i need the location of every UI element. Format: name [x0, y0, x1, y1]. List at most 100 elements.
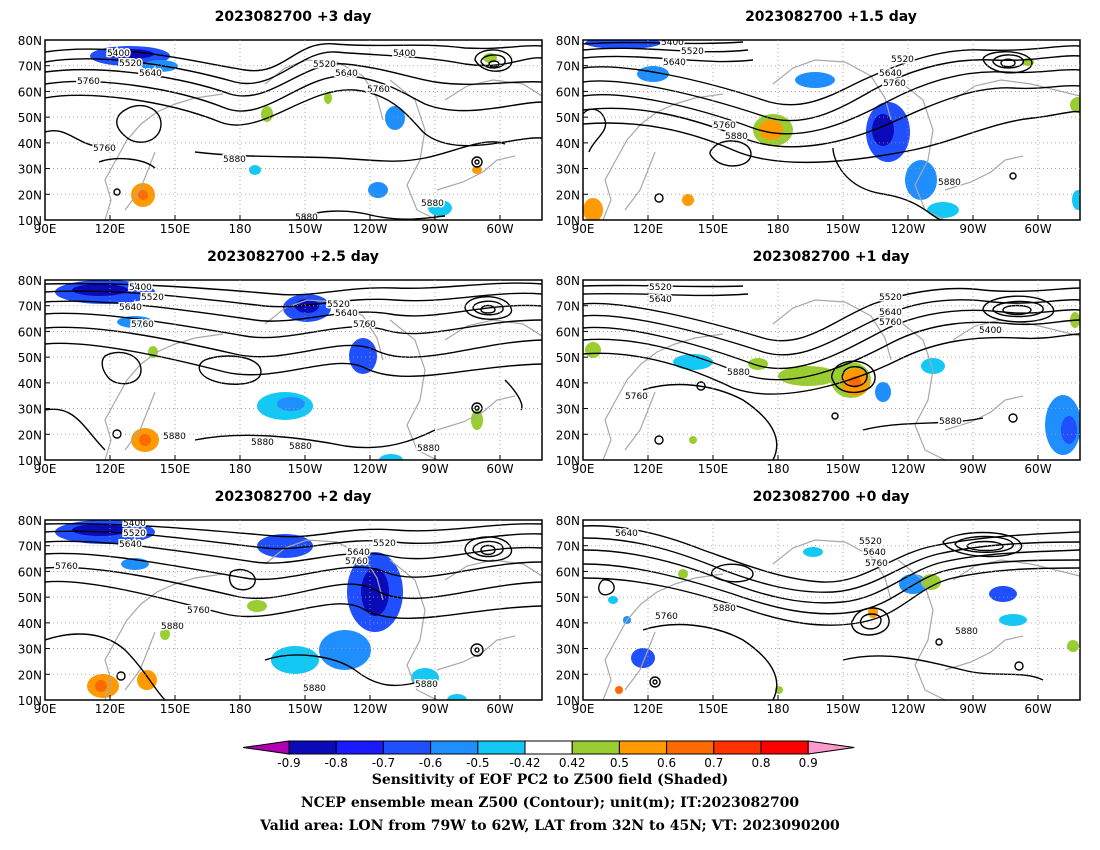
contour-label: 5880	[289, 442, 312, 452]
lat-tick-label: 50N	[18, 351, 42, 365]
lon-tick-label: 180	[229, 462, 252, 476]
map-frame	[582, 519, 1081, 701]
lat-tick-label: 20N	[18, 428, 42, 442]
lat-tick-label: 60N	[556, 85, 580, 99]
colorbar-swatch	[713, 740, 762, 755]
contour-label: 5760	[713, 121, 736, 131]
contour-labels: 5640 5520 5640 5760 5880 5760 5880	[614, 528, 980, 639]
lat-tick-label: 10N	[556, 214, 580, 228]
colorbar-tick-label: -0.6	[419, 756, 442, 770]
lon-tick-label: 90E	[34, 222, 57, 236]
contour-label: 5760	[93, 144, 116, 154]
lon-tick-label: 150E	[698, 462, 729, 476]
contour-label: 5640	[139, 69, 162, 79]
contour-label: 5880	[727, 368, 750, 378]
lon-tick-label: 90W	[421, 222, 448, 236]
lat-tick-label: 80N	[556, 34, 580, 48]
contour-label: 5520	[119, 59, 142, 69]
lon-tick-label: 150W	[288, 462, 323, 476]
contour-label: 5640	[335, 69, 358, 79]
colorbar-swatch	[666, 740, 715, 755]
lat-tick-label: 80N	[18, 274, 42, 288]
lon-tick-label: 120E	[633, 462, 664, 476]
lon-tick-label: 90E	[34, 462, 57, 476]
sensitivity-shading	[55, 520, 467, 700]
contour-label: 5880	[955, 627, 978, 637]
lon-tick-label: 120E	[95, 702, 126, 716]
lon-tick-label: 150E	[160, 702, 191, 716]
lon-tick-label: 180	[229, 222, 252, 236]
lon-tick-label: 120W	[353, 222, 388, 236]
colorbar-swatch	[288, 740, 337, 755]
lat-tick-label: 70N	[18, 60, 42, 74]
lon-tick-label: 150W	[826, 702, 861, 716]
lon-tick-label: 90E	[572, 462, 595, 476]
lon-tick-label: 150E	[160, 222, 191, 236]
colorbar-swatch	[524, 740, 573, 755]
z500-contours	[583, 284, 1080, 460]
lat-tick-label: 20N	[556, 428, 580, 442]
lon-tick-label: 60W	[1024, 222, 1051, 236]
contour-label: 5760	[187, 606, 210, 616]
contour-label: 5760	[655, 612, 678, 622]
lat-tick-label: 80N	[556, 274, 580, 288]
lat-tick-label: 30N	[18, 163, 42, 177]
contour-labels: 5400 5520 5640 5760 5400 5520 5640 5760 …	[76, 48, 446, 221]
lat-tick-label: 30N	[18, 643, 42, 657]
contour-label: 5760	[353, 320, 376, 330]
caption-line-3: Valid area: LON from 79W to 62W, LAT fro…	[260, 818, 840, 834]
contour-label: 5760	[367, 85, 390, 95]
lon-tick-label: 60W	[1024, 702, 1051, 716]
contour-labels: 5400 5520 5640 5520 5640 5760 5760 5880 …	[660, 40, 963, 190]
lat-tick-label: 60N	[18, 325, 42, 339]
map-frame	[44, 39, 543, 221]
colorbar-swatch	[335, 740, 384, 755]
contour-label: 5520	[141, 293, 164, 303]
lat-tick-label: 80N	[18, 514, 42, 528]
lat-tick-label: 30N	[556, 643, 580, 657]
lat-tick-label: 10N	[556, 694, 580, 708]
panel-title: 2023082700 +2.5 day	[207, 249, 379, 265]
contour-labels: 5400 5520 5640 5760 5520 5640 5760 5760 …	[54, 520, 440, 696]
contour-label: 5880	[303, 684, 326, 694]
map-panel-5: 5400 5520 5640 5760 5520 5640 5760 5760 …	[44, 519, 543, 701]
lon-tick-label: 180	[767, 222, 790, 236]
lon-tick-label: 180	[767, 702, 790, 716]
lon-tick-label: 150W	[826, 462, 861, 476]
contour-label: 5880	[161, 622, 184, 632]
panel-title: 2023082700 +2 day	[215, 489, 372, 505]
lat-tick-label: 60N	[556, 565, 580, 579]
lon-tick-label: 150W	[288, 702, 323, 716]
colorbar-high-extension	[807, 740, 855, 755]
lat-tick-label: 50N	[556, 591, 580, 605]
contour-label: 5520	[649, 283, 672, 293]
map-panel-4: 5520 5640 5520 5640 5760 5400 5880 5760 …	[582, 279, 1081, 461]
lat-tick-label: 30N	[556, 403, 580, 417]
colorbar: -0.9 -0.8 -0.7 -0.6 -0.5 -0.42 0.42 0.5 0.6 0.7 0.…	[242, 740, 855, 770]
lat-tick-label: 20N	[18, 188, 42, 202]
contour-label: 5880	[725, 132, 748, 142]
lon-tick-label: 150E	[698, 702, 729, 716]
caption-line-1: Sensitivity of EOF PC2 to Z500 field (Sh…	[371, 772, 729, 788]
lat-tick-label: 40N	[18, 617, 42, 631]
lon-tick-label: 120E	[95, 462, 126, 476]
lat-tick-label: 50N	[18, 591, 42, 605]
colorbar-tick-label: 0.7	[704, 756, 723, 770]
lon-tick-label: 90E	[572, 222, 595, 236]
contour-label: 5640	[879, 308, 902, 318]
z500-contours	[45, 522, 542, 700]
panel-title: 2023082700 +1.5 day	[745, 9, 917, 25]
lat-tick-label: 30N	[18, 403, 42, 417]
lon-tick-label: 180	[229, 702, 252, 716]
colorbar-swatch	[618, 740, 668, 755]
contour-label: 5520	[891, 55, 914, 65]
lat-tick-label: 70N	[556, 60, 580, 74]
lat-tick-label: 40N	[556, 617, 580, 631]
contour-label: 5520	[373, 539, 396, 549]
contour-label: 5880	[223, 155, 246, 165]
lon-tick-label: 60W	[486, 702, 513, 716]
colorbar-tick-label: -0.8	[324, 756, 347, 770]
lon-tick-label: 150E	[698, 222, 729, 236]
